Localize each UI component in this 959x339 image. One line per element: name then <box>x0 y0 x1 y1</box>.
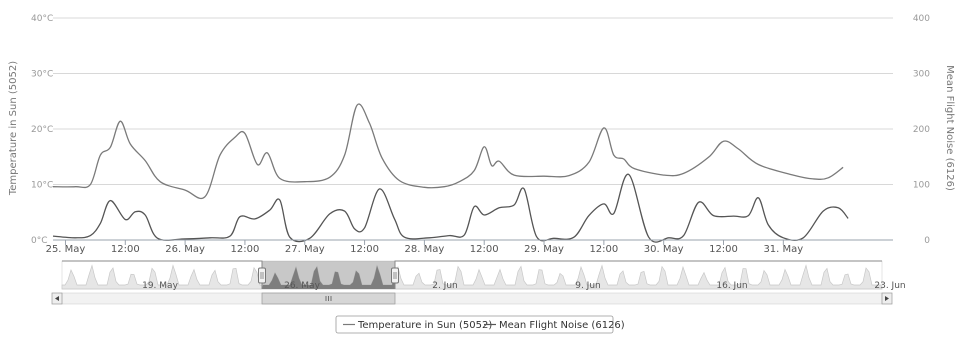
x-tick-label: 12:00 <box>111 244 140 255</box>
series-line-temperature[interactable] <box>52 103 844 200</box>
navigator-labels: 19. May 26. May 2. Jun 9. Jun 16. Jun 23. Jun <box>142 281 906 291</box>
series-line-noise[interactable] <box>52 173 849 243</box>
x-tick-label: 28. May <box>405 244 445 255</box>
grip-icon <box>325 296 332 301</box>
navigator-label: 26. May <box>284 281 320 291</box>
scrollbar[interactable] <box>51 292 893 305</box>
right-tick-label: 200 <box>913 125 930 135</box>
left-tick-label: 20°C <box>31 125 53 135</box>
right-axis-ticks: 0 100 200 300 400 <box>913 14 930 246</box>
left-tick-label: 30°C <box>31 70 53 80</box>
legend-item-noise[interactable]: Mean Flight Noise (6126) <box>484 320 625 331</box>
gridlines <box>53 17 893 185</box>
right-tick-label: 400 <box>913 14 930 24</box>
left-axis-ticks: 0°C 10°C 20°C 30°C 40°C <box>31 14 53 246</box>
legend-box <box>335 315 614 334</box>
legend-label-noise: Mean Flight Noise (6126) <box>499 320 625 331</box>
x-tick-label: 29. May <box>524 244 564 255</box>
legend: Temperature in Sun (5052) Mean Flight No… <box>335 315 625 334</box>
right-tick-label: 0 <box>924 236 930 246</box>
right-tick-label: 300 <box>913 70 930 80</box>
right-axis-title: Mean Flight Noise (6126) <box>944 65 955 191</box>
x-tick-label: 12:00 <box>470 244 499 255</box>
x-tick-label: 27. May <box>285 244 325 255</box>
x-tick-label: 30. May <box>644 244 684 255</box>
navigator-label: 9. Jun <box>575 281 601 291</box>
left-tick-label: 10°C <box>31 181 53 191</box>
navigator-label: 23. Jun <box>874 281 905 291</box>
series-layer <box>52 103 849 243</box>
navigator-label: 19. May <box>142 281 178 291</box>
right-tick-label: 100 <box>913 181 930 191</box>
x-tick-label: 12:00 <box>350 244 379 255</box>
navigator[interactable]: 19. May 26. May 2. Jun 9. Jun 16. Jun 23. Jun <box>61 260 906 291</box>
navigator-series-area <box>61 264 883 290</box>
scrollbar-track[interactable] <box>61 292 883 305</box>
x-tick-label: 12:00 <box>231 244 260 255</box>
left-arrow-icon <box>55 296 59 301</box>
navigator-selected-series-area <box>262 265 395 289</box>
scroll-left-button[interactable] <box>51 292 63 305</box>
navigator-handle-left[interactable] <box>258 267 266 284</box>
x-tick-label: 31. May <box>763 244 803 255</box>
left-tick-label: 0°C <box>31 236 48 246</box>
x-tick-label: 12:00 <box>589 244 618 255</box>
navigator-label: 16. Jun <box>716 281 747 291</box>
right-arrow-icon <box>885 296 889 301</box>
x-tick-label: 26. May <box>165 244 205 255</box>
legend-label-temperature: Temperature in Sun (5052) <box>357 320 492 331</box>
left-tick-label: 40°C <box>31 14 53 24</box>
navigator-handle-right[interactable] <box>391 267 399 284</box>
left-axis-title: Temperature in Sun (5052) <box>8 61 19 196</box>
legend-item-temperature[interactable]: Temperature in Sun (5052) <box>343 320 492 331</box>
navigator-label: 2. Jun <box>432 281 458 291</box>
x-tick-label: 12:00 <box>709 244 738 255</box>
x-tick-label: 25. May <box>46 244 86 255</box>
x-axis-ticks: 25. May 12:00 26. May 12:00 27. May 12:00 28. … <box>46 240 803 255</box>
scroll-right-button[interactable] <box>881 292 893 305</box>
